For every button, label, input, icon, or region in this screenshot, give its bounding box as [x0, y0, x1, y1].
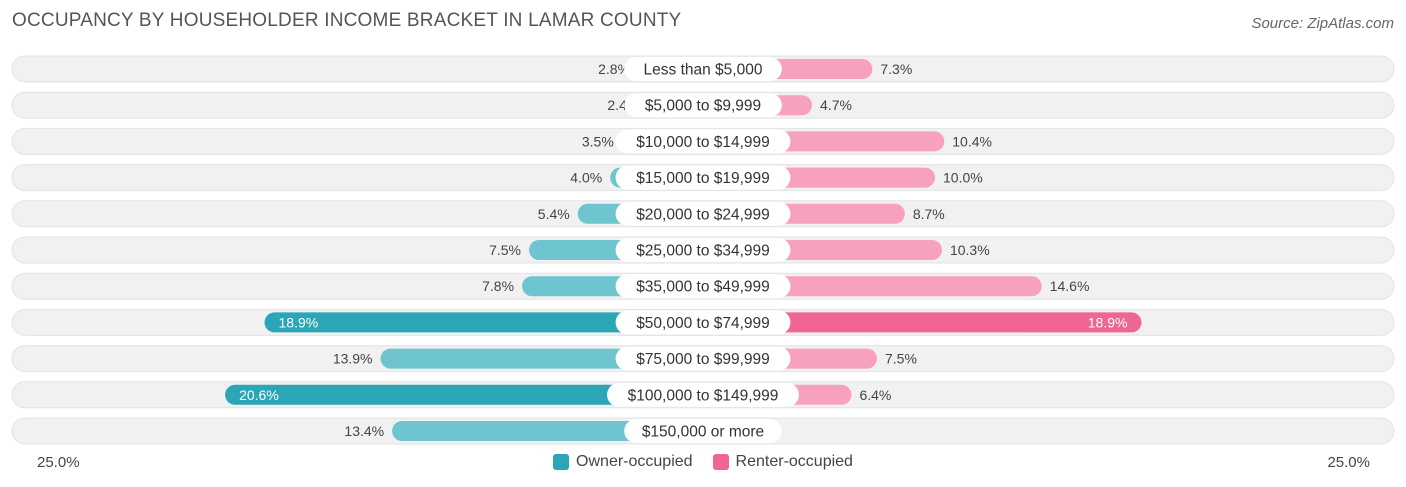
category-label: $75,000 to $99,999 [636, 351, 770, 368]
bar-owner [392, 421, 703, 441]
value-label-renter: 10.3% [950, 242, 990, 258]
category-pill [615, 165, 791, 190]
value-label-owner: 13.4% [344, 423, 384, 439]
category-pill [624, 93, 782, 118]
category-label: $20,000 to $24,999 [636, 206, 770, 223]
category-label: Less than $5,000 [644, 62, 763, 79]
value-label-owner: 7.5% [489, 242, 521, 258]
value-label-renter: 10.4% [952, 133, 992, 149]
category-pill [607, 382, 799, 407]
chart-source: Source: ZipAtlas.com [1251, 15, 1394, 32]
category-pill [615, 129, 791, 154]
legend-item-owner: Owner-occupied [553, 453, 693, 471]
category-label: $100,000 to $149,999 [628, 387, 779, 404]
bar-renter [703, 312, 1142, 333]
value-label-renter: 4.7% [820, 97, 852, 113]
value-label-owner: 20.6% [239, 387, 279, 403]
category-pill [624, 57, 782, 81]
value-label-owner: 7.8% [482, 278, 514, 294]
value-label-renter: 8.7% [913, 206, 945, 222]
category-label: $150,000 or more [642, 424, 764, 441]
legend: Owner-occupied Renter-occupied [0, 453, 1406, 471]
legend-label-owner: Owner-occupied [576, 453, 693, 470]
category-pill [624, 419, 782, 443]
value-label-renter: 14.6% [1050, 278, 1090, 294]
value-label-renter: 7.3% [880, 61, 912, 77]
legend-item-renter: Renter-occupied [712, 453, 853, 471]
category-label: $25,000 to $34,999 [636, 243, 770, 260]
category-label: $35,000 to $49,999 [636, 279, 770, 296]
category-pill [615, 346, 791, 371]
category-pill [615, 274, 791, 299]
legend-swatch-owner [553, 454, 570, 470]
value-label-owner: 18.9% [279, 314, 319, 330]
category-label: $10,000 to $14,999 [636, 134, 770, 151]
category-label: $50,000 to $74,999 [636, 315, 770, 332]
chart-title: OCCUPANCY BY HOUSEHOLDER INCOME BRACKET … [12, 10, 682, 31]
value-label-owner: 3.5% [582, 133, 614, 149]
category-label: $15,000 to $19,999 [636, 170, 770, 187]
value-label-renter: 7.5% [885, 351, 917, 367]
value-label-owner: 4.0% [570, 170, 602, 186]
value-label-owner: 13.9% [333, 351, 373, 367]
bar-owner [264, 312, 703, 333]
legend-label-renter: Renter-occupied [735, 453, 853, 470]
value-label-renter: 18.9% [1088, 314, 1128, 330]
axis-label-left: 25.0% [37, 454, 80, 471]
legend-swatch-renter [712, 454, 729, 470]
value-label-renter: 10.0% [943, 170, 983, 186]
category-pill [615, 201, 791, 226]
bar-owner [225, 384, 703, 405]
category-label: $5,000 to $9,999 [645, 98, 761, 115]
value-label-owner: 5.4% [538, 206, 570, 222]
category-pill [615, 310, 791, 335]
value-label-renter: 6.4% [859, 387, 891, 403]
value-label-owner: 2.8% [598, 61, 630, 77]
category-pill [615, 238, 791, 262]
axis-label-right: 25.0% [1327, 454, 1370, 471]
